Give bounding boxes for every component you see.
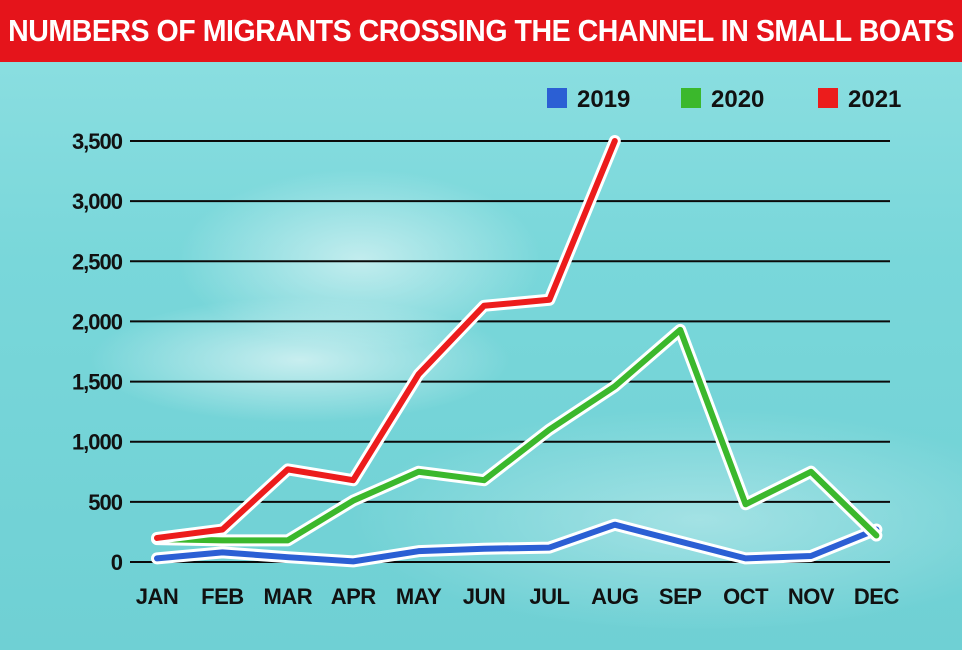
x-tick-label: NOV <box>788 584 835 609</box>
x-tick-label: MAR <box>263 584 312 609</box>
data-point-2021 <box>351 478 356 483</box>
data-point-2020 <box>416 469 421 474</box>
legend-label-2021: 2021 <box>848 86 901 113</box>
y-tick-label: 500 <box>88 490 122 515</box>
data-point-2019 <box>743 556 748 561</box>
x-tick-label: DEC <box>854 584 900 609</box>
chart-title: NUMBERS OF MIGRANTS CROSSING THE CHANNEL… <box>8 13 954 48</box>
data-point-2021 <box>482 303 486 308</box>
data-point-2020 <box>547 427 552 432</box>
series-line-2019 <box>154 521 880 565</box>
data-point-2019 <box>482 546 486 551</box>
series-line-2021 <box>154 138 618 541</box>
data-point-2021 <box>612 139 617 143</box>
data-point-2020 <box>678 327 683 332</box>
data-point-2021 <box>285 467 290 472</box>
legend-label-2020: 2020 <box>711 86 764 113</box>
x-tick-label: MAY <box>396 584 442 609</box>
y-tick-label: 2,500 <box>72 249 123 274</box>
data-point-2020 <box>809 469 813 474</box>
legend-swatch-2021 <box>818 88 838 108</box>
data-point-2020 <box>482 478 486 483</box>
data-point-2021 <box>155 535 159 540</box>
y-tick-label: 3,000 <box>72 189 123 214</box>
series-line-halo-2020 <box>151 323 883 547</box>
data-point-2019 <box>612 522 617 527</box>
data-point-2021 <box>416 372 421 377</box>
data-point-2020 <box>743 502 748 507</box>
data-point-2020 <box>285 538 290 543</box>
data-point-2020 <box>220 538 225 543</box>
data-point-2019 <box>678 539 683 544</box>
data-point-2019 <box>547 545 552 550</box>
x-tick-label: AUG <box>591 584 638 609</box>
data-point-2019 <box>285 555 290 560</box>
data-point-2019 <box>809 553 813 558</box>
legend-swatch-2019 <box>547 88 567 108</box>
y-tick-label: 0 <box>111 550 123 575</box>
x-tick-label: FEB <box>201 584 244 609</box>
series-line-2020 <box>154 326 880 544</box>
data-point-2019 <box>351 559 356 564</box>
x-tick-label: JAN <box>136 584 179 609</box>
y-tick-label: 1,500 <box>72 370 123 395</box>
data-point-2019 <box>220 550 225 555</box>
y-tick-label: 1,000 <box>72 430 123 455</box>
legend-swatch-2020 <box>681 88 701 108</box>
y-tick-label: 2,000 <box>72 309 123 334</box>
data-point-2019 <box>155 556 159 561</box>
x-tick-label: APR <box>331 584 377 609</box>
x-tick-label: SEP <box>659 584 702 609</box>
data-point-2021 <box>547 297 552 302</box>
legend-label-2019: 2019 <box>577 86 630 113</box>
data-point-2021 <box>220 527 225 532</box>
data-point-2020 <box>612 384 617 389</box>
x-tick-label: JUN <box>463 584 506 609</box>
x-tick-label: JUL <box>529 584 569 609</box>
y-tick-label: 3,500 <box>72 129 123 154</box>
data-point-2020 <box>351 498 356 503</box>
data-point-2019 <box>416 549 421 554</box>
data-point-2020 <box>874 533 879 538</box>
title-banner: NUMBERS OF MIGRANTS CROSSING THE CHANNEL… <box>0 0 962 62</box>
x-tick-label: OCT <box>723 584 769 609</box>
